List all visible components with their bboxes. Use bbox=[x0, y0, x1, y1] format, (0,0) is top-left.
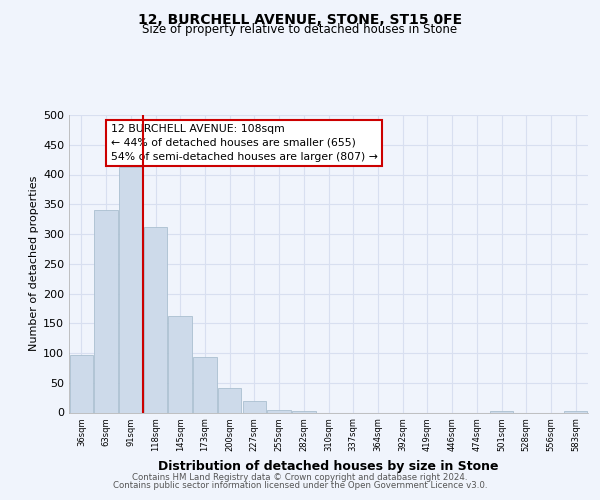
Bar bbox=[268, 410, 291, 412]
Text: Size of property relative to detached houses in Stone: Size of property relative to detached ho… bbox=[142, 22, 458, 36]
Text: Contains HM Land Registry data © Crown copyright and database right 2024.: Contains HM Land Registry data © Crown c… bbox=[132, 472, 468, 482]
Bar bbox=[169, 316, 192, 412]
Bar bbox=[94, 210, 118, 412]
Bar bbox=[193, 356, 217, 412]
Y-axis label: Number of detached properties: Number of detached properties bbox=[29, 176, 39, 352]
Text: 12, BURCHELL AVENUE, STONE, ST15 0FE: 12, BURCHELL AVENUE, STONE, ST15 0FE bbox=[138, 12, 462, 26]
Bar bbox=[144, 228, 167, 412]
Bar bbox=[218, 388, 241, 412]
Bar bbox=[242, 401, 266, 412]
Text: Contains public sector information licensed under the Open Government Licence v3: Contains public sector information licen… bbox=[113, 481, 487, 490]
X-axis label: Distribution of detached houses by size in Stone: Distribution of detached houses by size … bbox=[158, 460, 499, 472]
Text: 12 BURCHELL AVENUE: 108sqm
← 44% of detached houses are smaller (655)
54% of sem: 12 BURCHELL AVENUE: 108sqm ← 44% of deta… bbox=[110, 124, 377, 162]
Bar bbox=[119, 168, 143, 412]
Bar bbox=[70, 355, 93, 412]
